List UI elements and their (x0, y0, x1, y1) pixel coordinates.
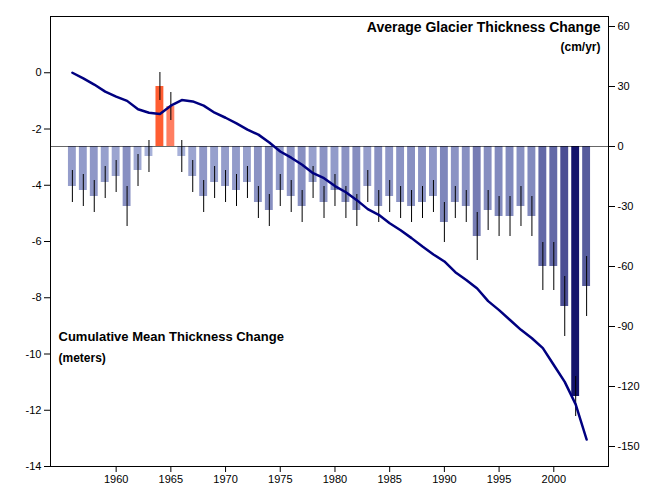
svg-text:-2: -2 (32, 123, 42, 135)
svg-text:1995: 1995 (487, 473, 511, 485)
svg-text:-120: -120 (618, 380, 640, 392)
svg-text:1960: 1960 (104, 473, 128, 485)
svg-text:30: 30 (618, 80, 630, 92)
svg-text:1975: 1975 (268, 473, 292, 485)
svg-text:-90: -90 (618, 320, 634, 332)
svg-text:Cumulative Mean Thickness Chan: Cumulative Mean Thickness Change (59, 329, 284, 344)
svg-text:-10: -10 (26, 348, 42, 360)
svg-text:-8: -8 (32, 291, 42, 303)
svg-text:-6: -6 (32, 235, 42, 247)
svg-text:1990: 1990 (432, 473, 456, 485)
svg-text:(cm/yr): (cm/yr) (560, 40, 600, 54)
svg-text:1980: 1980 (323, 473, 347, 485)
svg-text:-60: -60 (618, 260, 634, 272)
svg-text:60: 60 (618, 20, 630, 32)
svg-text:1985: 1985 (377, 473, 401, 485)
svg-text:-150: -150 (618, 440, 640, 452)
svg-text:Average Glacier Thickness Chan: Average Glacier Thickness Change (367, 19, 601, 35)
svg-text:-12: -12 (26, 404, 42, 416)
svg-text:-14: -14 (26, 460, 42, 472)
svg-text:2000: 2000 (542, 473, 566, 485)
svg-text:1970: 1970 (213, 473, 237, 485)
svg-text:1965: 1965 (159, 473, 183, 485)
svg-text:0: 0 (35, 66, 41, 78)
svg-text:-30: -30 (618, 200, 634, 212)
svg-text:(meters): (meters) (59, 351, 106, 365)
svg-text:0: 0 (618, 140, 624, 152)
svg-text:-4: -4 (32, 179, 42, 191)
